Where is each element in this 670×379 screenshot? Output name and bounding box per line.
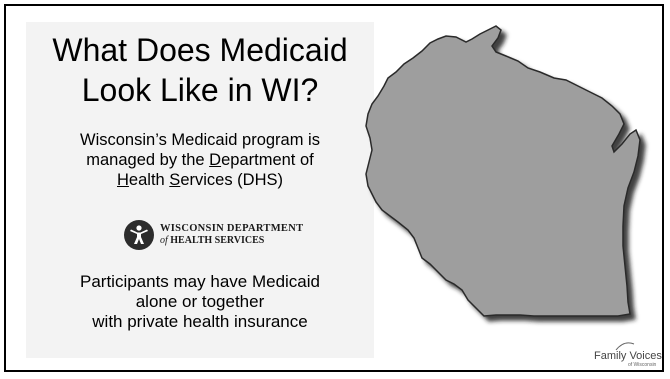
dhs-logo: WISCONSIN DEPARTMENT of HEALTH SERVICES <box>124 217 303 253</box>
dhs-logo-of: of <box>160 235 168 246</box>
description-text: ervices (DHS) <box>180 171 283 189</box>
dhs-logo-line-2: of HEALTH SERVICES <box>160 235 303 247</box>
participants-line-1: Participants may have Medicaid <box>79 272 320 291</box>
description-text: managed by the <box>86 151 210 169</box>
family-voices-text: Family Voices <box>594 350 662 362</box>
title-line-1: What Does Medicaid <box>52 32 348 68</box>
slide-title: What Does Medicaid Look Like in WI? <box>26 30 374 110</box>
description-text: ealth <box>128 171 170 189</box>
description-line-1: Wisconsin’s Medicaid program is <box>80 131 320 149</box>
title-line-2: Look Like in WI? <box>81 72 319 108</box>
family-voices-swoosh-icon <box>615 342 635 351</box>
dhs-logo-line-1: WISCONSIN DEPARTMENT <box>160 223 304 234</box>
wisconsin-state-shape <box>365 25 641 317</box>
description-line-3: Health Services (DHS) <box>26 170 374 190</box>
acronym-letter-d: D <box>209 151 222 169</box>
acronym-letter-h: H <box>117 171 129 189</box>
text-panel: What Does Medicaid Look Like in WI? Wisc… <box>26 22 376 358</box>
description-line-2: managed by the Department of <box>26 150 374 170</box>
family-voices-logo: Family Voices of Wisconsin <box>594 338 662 368</box>
family-voices-subtext: of Wisconsin <box>628 362 657 368</box>
participants-note: Participants may have Medicaid alone or … <box>26 272 374 332</box>
wisconsin-map <box>365 25 641 317</box>
dhs-logo-health-services: HEALTH SERVICES <box>167 235 265 246</box>
dhs-figure-icon <box>124 220 154 250</box>
program-description: Wisconsin’s Medicaid program is managed … <box>26 130 374 190</box>
description-text: epartment of <box>221 151 314 169</box>
acronym-letter-s: S <box>169 171 181 189</box>
participants-line-2: alone or together <box>135 292 265 311</box>
slide: What Does Medicaid Look Like in WI? Wisc… <box>4 4 664 372</box>
dhs-logo-text: WISCONSIN DEPARTMENT of HEALTH SERVICES <box>160 223 303 247</box>
participants-line-3: with private health insurance <box>92 312 308 331</box>
